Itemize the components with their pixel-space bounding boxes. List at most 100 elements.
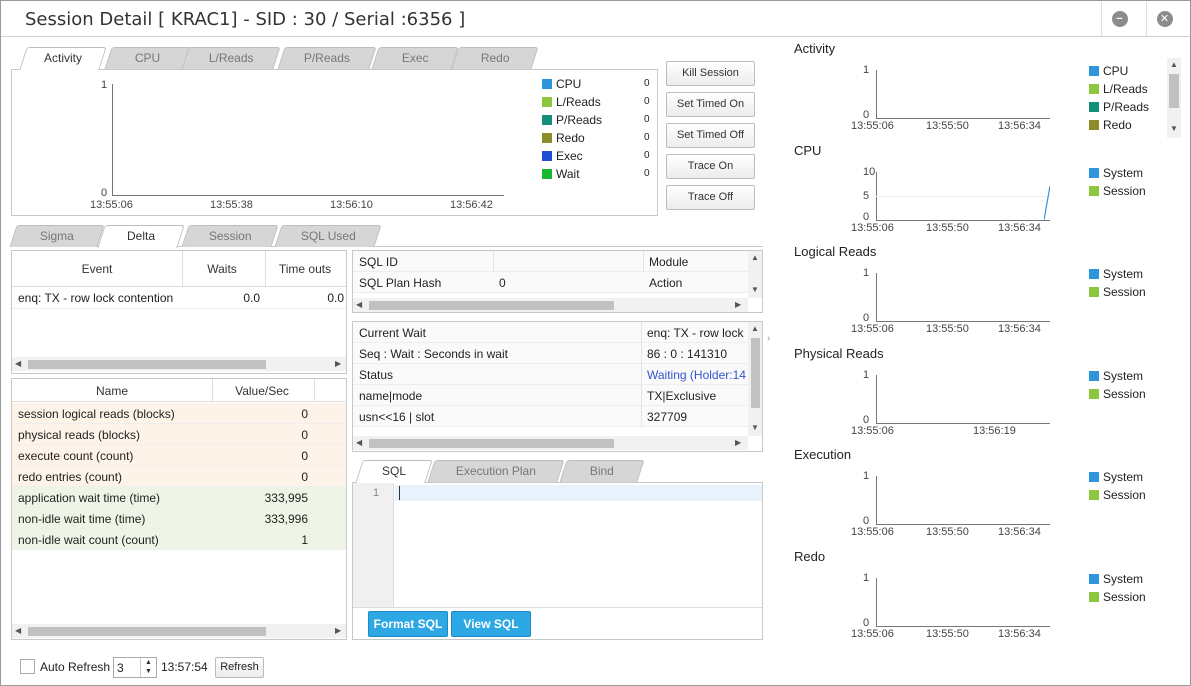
- table-row: Seq : Wait : Seconds in wait 86 : 0 : 141…: [353, 343, 748, 364]
- tab-sigma[interactable]: Sigma: [9, 225, 105, 247]
- legend-swatch: [542, 115, 552, 125]
- stat-value: 333,996: [264, 512, 308, 526]
- x-tick: 13:56:10: [330, 199, 373, 211]
- sql-editor[interactable]: [395, 485, 762, 501]
- tab-activity[interactable]: Activity: [19, 47, 107, 70]
- legend-item: CPU 0: [542, 77, 652, 91]
- legend-label: Session: [1103, 183, 1146, 198]
- x-tick: 13:55:06: [851, 120, 894, 132]
- chart-title: Logical Reads: [794, 244, 877, 259]
- y-max-label: 10: [863, 165, 876, 178]
- y-axis: [876, 374, 877, 423]
- tab-preads[interactable]: P/Reads: [277, 47, 377, 69]
- table-row[interactable]: non-idle wait time (time) 333,996: [12, 508, 346, 529]
- set-timed-on-button[interactable]: Set Timed On: [666, 92, 755, 117]
- divider: [641, 343, 642, 364]
- legend-swatch: [542, 79, 552, 89]
- tab-exec[interactable]: Exec: [371, 47, 459, 69]
- wait-hscrollbar[interactable]: ◀ ▶: [353, 436, 748, 450]
- refresh-button[interactable]: Refresh: [215, 657, 264, 678]
- wait-label: name|mode: [359, 389, 423, 403]
- tab-sql[interactable]: SQL: [355, 460, 433, 483]
- wait-value: enq: TX - row lock: [647, 326, 744, 340]
- legend-label: System: [1103, 571, 1144, 586]
- table-row: SQL ID Module: [353, 251, 762, 272]
- legend-value: 0: [644, 96, 650, 107]
- format-sql-button[interactable]: Format SQL: [368, 611, 448, 637]
- close-button[interactable]: ✕: [1146, 2, 1182, 36]
- legend-label: Session: [1103, 285, 1146, 299]
- sql-info-hscrollbar[interactable]: ◀ ▶: [353, 298, 748, 312]
- stat-name: non-idle wait time (time): [18, 512, 146, 526]
- minimize-button[interactable]: −: [1101, 2, 1137, 36]
- x-tick: 13:55:06: [851, 526, 894, 538]
- tab-delta[interactable]: Delta: [97, 225, 185, 248]
- trace-on-button[interactable]: Trace On: [666, 154, 755, 179]
- event-hscrollbar[interactable]: ◀ ▶: [12, 357, 346, 371]
- y-min-label: 0: [101, 187, 108, 199]
- y-min-label: 0: [863, 210, 870, 223]
- legend-label: Session: [1103, 488, 1146, 502]
- legend-item: CPU: [1089, 64, 1128, 78]
- trace-off-button[interactable]: Trace Off: [666, 185, 755, 210]
- col-timeouts: Time outs: [278, 262, 332, 276]
- table-row[interactable]: physical reads (blocks) 0: [12, 424, 346, 445]
- legend-vscrollbar[interactable]: ▲ ▼: [1167, 58, 1181, 138]
- tab-bind[interactable]: Bind: [559, 460, 645, 482]
- tab-redo[interactable]: Redo: [451, 47, 539, 69]
- wait-value: TX|Exclusive: [647, 389, 717, 403]
- stat-name: application wait time (time): [18, 491, 161, 505]
- table-row[interactable]: enq: TX - row lock contention 0.0 0.0: [12, 288, 346, 309]
- legend-swatch: [1089, 490, 1099, 500]
- splitter-arrow-icon[interactable]: ›: [767, 333, 771, 344]
- title-bar: Session Detail [ KRAC1] - SID : 30 / Ser…: [1, 1, 1190, 37]
- stat-hscrollbar[interactable]: ◀ ▶: [12, 624, 346, 638]
- wait-label: usn<<16 | slot: [359, 410, 435, 424]
- table-row[interactable]: non-idle wait count (count) 1: [12, 529, 346, 550]
- y-max-label: 1: [863, 267, 870, 279]
- chart-title: Redo: [794, 548, 826, 564]
- stat-name: non-idle wait count (count): [18, 533, 159, 547]
- tab-lreads[interactable]: L/Reads: [181, 47, 281, 69]
- table-row: Current Wait enq: TX - row lock: [353, 322, 748, 343]
- sql-tabs: SQL Execution Plan Bind: [353, 458, 763, 483]
- tab-cpu[interactable]: CPU: [104, 47, 192, 69]
- legend-item: System: [1089, 470, 1143, 484]
- sql-info-vscrollbar[interactable]: ▲ ▼: [748, 251, 762, 298]
- close-icon: ✕: [1156, 11, 1173, 27]
- legend-label: System: [1103, 267, 1144, 281]
- legend-item: System: [1089, 166, 1143, 180]
- set-timed-off-button[interactable]: Set Timed Off: [666, 123, 755, 148]
- table-row[interactable]: session logical reads (blocks) 0: [12, 403, 346, 424]
- legend-label: Session: [1103, 386, 1146, 401]
- tab-sql-used[interactable]: SQL Used: [274, 225, 382, 247]
- view-sql-button[interactable]: View SQL: [451, 611, 531, 637]
- y-min-label: 0: [863, 312, 870, 324]
- kill-session-button[interactable]: Kill Session: [666, 61, 755, 86]
- legend-item: Redo 0: [542, 131, 652, 145]
- y-max-label: 1: [101, 79, 108, 91]
- stepper-arrows-icon[interactable]: ▲ ▼: [140, 658, 156, 677]
- y-axis: [112, 84, 113, 196]
- table-row[interactable]: application wait time (time) 333,995: [12, 487, 346, 508]
- activity-tabs: Activity CPU L/Reads P/Reads Exec Redo: [13, 45, 658, 70]
- legend-item: Exec 0: [542, 149, 652, 163]
- y-min-label: 0: [863, 515, 870, 527]
- divider: [641, 406, 642, 427]
- x-tick: 13:55:06: [90, 199, 133, 211]
- line-number: 1: [373, 487, 380, 499]
- table-row[interactable]: execute count (count) 0: [12, 445, 346, 466]
- y-max-label: 1: [863, 64, 870, 76]
- tab-session[interactable]: Session: [181, 225, 279, 247]
- legend-label: P/Reads: [556, 113, 603, 127]
- minimize-icon: −: [1111, 11, 1128, 27]
- refresh-interval-stepper[interactable]: 3 ▲ ▼: [113, 657, 157, 678]
- tab-execution-plan[interactable]: Execution Plan: [427, 460, 565, 482]
- auto-refresh-checkbox[interactable]: [20, 659, 35, 674]
- wait-vscrollbar[interactable]: ▲ ▼: [748, 322, 762, 436]
- x-tick: 13:55:50: [926, 323, 969, 335]
- legend-swatch: [1089, 66, 1099, 76]
- legend-swatch: [542, 169, 552, 179]
- table-row[interactable]: redo entries (count) 0: [12, 466, 346, 487]
- legend-swatch: [1089, 388, 1099, 399]
